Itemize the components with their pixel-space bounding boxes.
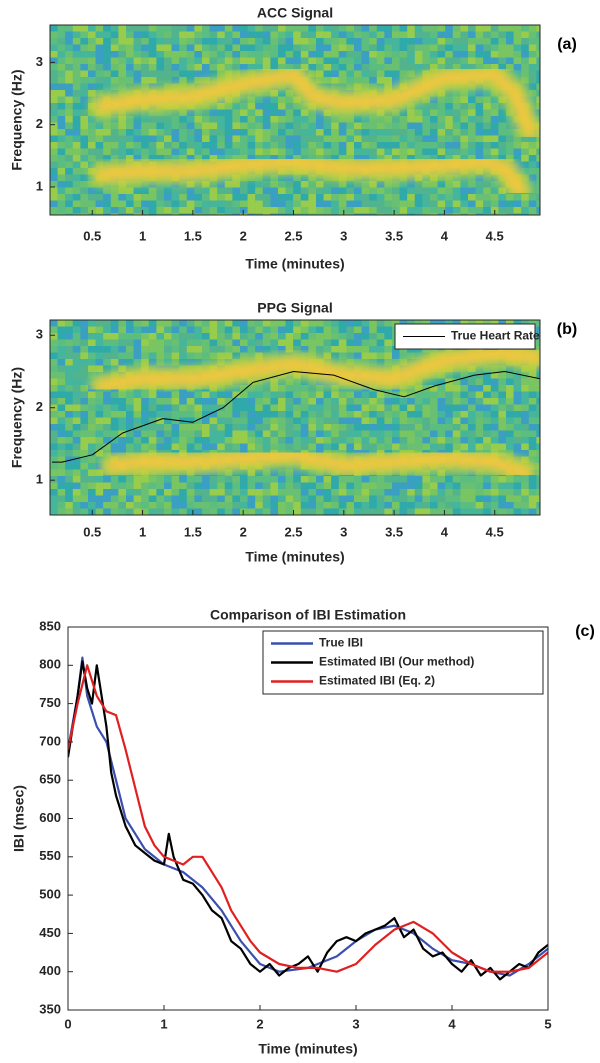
y-tick-label: 350 — [39, 1001, 61, 1016]
x-axis-label: Time (minutes) — [258, 1041, 357, 1057]
panel-label: (a) — [557, 36, 577, 53]
chart-title: Comparison of IBI Estimation — [210, 607, 406, 623]
x-tick-label: 0.5 — [83, 228, 101, 243]
x-tick-label: 3 — [352, 1016, 359, 1031]
y-axis-label: Frequency (Hz) — [9, 367, 25, 468]
x-tick-label: 2 — [240, 524, 247, 539]
y-tick-label: 850 — [39, 618, 61, 633]
x-tick-label: 1.5 — [184, 228, 202, 243]
legend-label: Estimated IBI (Eq. 2) — [319, 674, 435, 688]
x-tick-label: 4 — [441, 524, 449, 539]
x-tick-label: 2 — [256, 1016, 263, 1031]
x-tick-label: 0 — [64, 1016, 71, 1031]
x-tick-label: 3.5 — [385, 228, 403, 243]
y-tick-label: 600 — [39, 810, 61, 825]
y-tick-label: 2 — [36, 399, 43, 414]
y-tick-label: 2 — [36, 116, 43, 131]
y-tick-label: 750 — [39, 695, 61, 710]
y-tick-label: 500 — [39, 887, 61, 902]
x-tick-label: 2.5 — [284, 228, 302, 243]
x-tick-label: 5 — [544, 1016, 551, 1031]
x-tick-label: 2 — [240, 228, 247, 243]
y-tick-label: 550 — [39, 848, 61, 863]
y-tick-label: 700 — [39, 733, 61, 748]
legend-label: True IBI — [319, 636, 363, 650]
x-tick-label: 4 — [441, 228, 449, 243]
x-tick-label: 4.5 — [486, 228, 504, 243]
x-tick-label: 0.5 — [83, 524, 101, 539]
panel-label: (b) — [557, 321, 577, 338]
x-tick-label: 1 — [139, 524, 146, 539]
legend-label: Estimated IBI (Our method) — [319, 655, 474, 669]
y-tick-label: 3 — [36, 54, 43, 69]
chart-title: PPG Signal — [257, 300, 332, 316]
chart-title: ACC Signal — [257, 5, 333, 21]
y-tick-label: 3 — [36, 327, 43, 342]
y-tick-label: 650 — [39, 772, 61, 787]
y-tick-label: 1 — [36, 178, 43, 193]
legend-label: True Heart Rate — [451, 329, 540, 343]
plot-area — [50, 25, 544, 220]
x-tick-label: 1.5 — [184, 524, 202, 539]
x-tick-label: 4 — [448, 1016, 456, 1031]
x-tick-label: 4.5 — [486, 524, 504, 539]
x-tick-label: 2.5 — [284, 524, 302, 539]
y-tick-label: 400 — [39, 963, 61, 978]
y-axis-label: IBI (msec) — [11, 785, 27, 852]
x-tick-label: 1 — [160, 1016, 167, 1031]
x-tick-label: 3 — [340, 524, 347, 539]
x-axis-label: Time (minutes) — [245, 549, 344, 565]
y-tick-label: 450 — [39, 925, 61, 940]
panel-label: (c) — [575, 623, 595, 640]
x-tick-label: 3.5 — [385, 524, 403, 539]
y-axis-label: Frequency (Hz) — [9, 69, 25, 170]
x-tick-label: 3 — [340, 228, 347, 243]
y-tick-label: 1 — [36, 472, 43, 487]
x-axis-label: Time (minutes) — [245, 256, 344, 272]
x-tick-label: 1 — [139, 228, 146, 243]
y-tick-label: 800 — [39, 657, 61, 672]
